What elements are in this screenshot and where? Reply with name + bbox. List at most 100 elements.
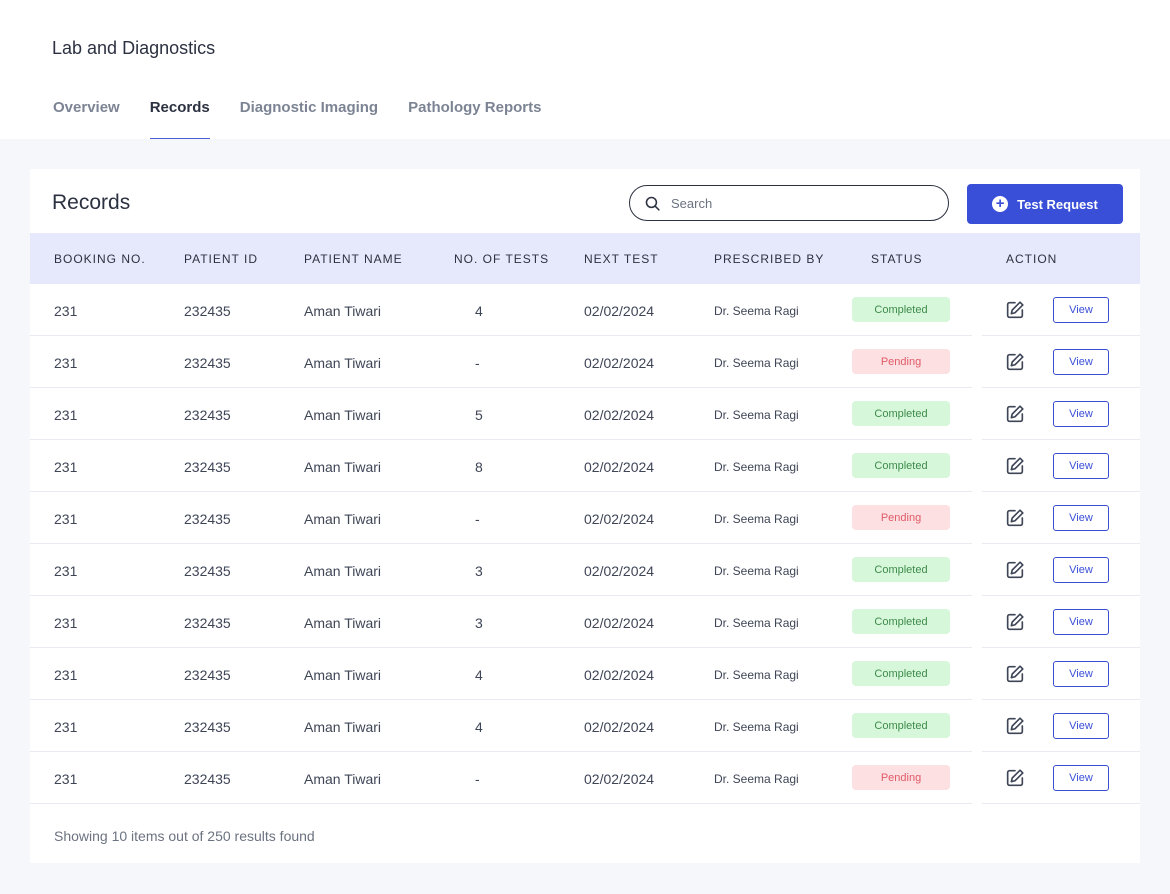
next-test-date: 02/02/2024 bbox=[584, 303, 655, 319]
records-title: Records bbox=[52, 191, 131, 214]
prescribed-by: Dr. Seema Ragi bbox=[714, 408, 799, 422]
prescribed-by: Dr. Seema Ragi bbox=[714, 512, 799, 526]
prescribed-by: Dr. Seema Ragi bbox=[714, 616, 799, 630]
patient-id: 232435 bbox=[184, 563, 231, 579]
edit-icon[interactable] bbox=[1004, 507, 1026, 529]
next-test-date: 02/02/2024 bbox=[584, 511, 655, 527]
table-row: 231 232435 Aman Tiwari 5 02/02/2024 Dr. Seema… bbox=[30, 388, 1140, 440]
search-box[interactable] bbox=[629, 185, 949, 221]
view-button[interactable]: View bbox=[1053, 557, 1109, 583]
tab-overview[interactable]: Overview bbox=[53, 99, 120, 116]
results-summary: Showing 10 items out of 250 results foun… bbox=[54, 828, 315, 844]
view-button[interactable]: View bbox=[1053, 661, 1109, 687]
status-badge: Completed bbox=[852, 713, 950, 738]
col-patient-name: PATIENT NAME bbox=[304, 252, 403, 266]
booking-no: 231 bbox=[54, 563, 78, 579]
table-row: 231 232435 Aman Tiwari 3 02/02/2024 Dr. Seema… bbox=[30, 596, 1140, 648]
patient-id: 232435 bbox=[184, 719, 231, 735]
patient-name: Aman Tiwari bbox=[304, 303, 382, 319]
table-row: 231 232435 Aman Tiwari - 02/02/2024 Dr. Seema… bbox=[30, 492, 1140, 544]
prescribed-by: Dr. Seema Ragi bbox=[714, 772, 799, 786]
patient-id: 232435 bbox=[184, 667, 231, 683]
no-of-tests: 3 bbox=[475, 615, 483, 631]
records-card: Records + Test Request BOOKING NO. PATIE… bbox=[30, 169, 1140, 863]
col-prescribed-by: PRESCRIBED BY bbox=[714, 252, 825, 266]
status-badge: Pending bbox=[852, 349, 950, 374]
col-booking-no: BOOKING NO. bbox=[54, 252, 146, 266]
edit-icon[interactable] bbox=[1004, 455, 1026, 477]
patient-name: Aman Tiwari bbox=[304, 615, 382, 631]
status-badge: Completed bbox=[852, 401, 950, 426]
edit-icon[interactable] bbox=[1004, 299, 1026, 321]
search-input[interactable] bbox=[671, 195, 911, 211]
patient-name: Aman Tiwari bbox=[304, 407, 382, 423]
patient-name: Aman Tiwari bbox=[304, 771, 382, 787]
top-header: Lab and Diagnostics Overview Records Dia… bbox=[0, 0, 1170, 139]
patient-id: 232435 bbox=[184, 771, 231, 787]
booking-no: 231 bbox=[54, 771, 78, 787]
tab-records[interactable]: Records bbox=[149, 99, 210, 139]
tab-bar: Overview Records Diagnostic Imaging Path… bbox=[53, 99, 571, 139]
patient-name: Aman Tiwari bbox=[304, 459, 382, 475]
no-of-tests: - bbox=[475, 355, 480, 371]
next-test-date: 02/02/2024 bbox=[584, 771, 655, 787]
col-patient-id: PATIENT ID bbox=[184, 252, 259, 266]
booking-no: 231 bbox=[54, 511, 78, 527]
tab-pathology-reports[interactable]: Pathology Reports bbox=[408, 99, 542, 116]
view-button[interactable]: View bbox=[1053, 765, 1109, 791]
table-row: 231 232435 Aman Tiwari - 02/02/2024 Dr. Seema… bbox=[30, 336, 1140, 388]
no-of-tests: 4 bbox=[475, 719, 483, 735]
table-row: 231 232435 Aman Tiwari - 02/02/2024 Dr. Seema… bbox=[30, 752, 1140, 804]
table-row: 231 232435 Aman Tiwari 4 02/02/2024 Dr. Seema… bbox=[30, 648, 1140, 700]
status-badge: Completed bbox=[852, 453, 950, 478]
edit-icon[interactable] bbox=[1004, 663, 1026, 685]
view-button[interactable]: View bbox=[1053, 713, 1109, 739]
table-header: BOOKING NO. PATIENT ID PATIENT NAME NO. … bbox=[30, 233, 1140, 284]
test-request-label: Test Request bbox=[1017, 196, 1098, 212]
table-body: 231 232435 Aman Tiwari 4 02/02/2024 Dr. Seema… bbox=[30, 284, 1140, 804]
booking-no: 231 bbox=[54, 615, 78, 631]
edit-icon[interactable] bbox=[1004, 715, 1026, 737]
status-badge: Completed bbox=[852, 661, 950, 686]
next-test-date: 02/02/2024 bbox=[584, 667, 655, 683]
tab-diagnostic-imaging[interactable]: Diagnostic Imaging bbox=[239, 99, 379, 116]
no-of-tests: 3 bbox=[475, 563, 483, 579]
prescribed-by: Dr. Seema Ragi bbox=[714, 356, 799, 370]
view-button[interactable]: View bbox=[1053, 349, 1109, 375]
patient-name: Aman Tiwari bbox=[304, 355, 382, 371]
patient-name: Aman Tiwari bbox=[304, 719, 382, 735]
no-of-tests: 4 bbox=[475, 303, 483, 319]
edit-icon[interactable] bbox=[1004, 403, 1026, 425]
status-badge: Pending bbox=[852, 765, 950, 790]
no-of-tests: 5 bbox=[475, 407, 483, 423]
patient-id: 232435 bbox=[184, 355, 231, 371]
view-button[interactable]: View bbox=[1053, 453, 1109, 479]
edit-icon[interactable] bbox=[1004, 611, 1026, 633]
search-icon bbox=[645, 196, 660, 211]
no-of-tests: - bbox=[475, 771, 480, 787]
table-row: 231 232435 Aman Tiwari 8 02/02/2024 Dr. Seema… bbox=[30, 440, 1140, 492]
next-test-date: 02/02/2024 bbox=[584, 563, 655, 579]
view-button[interactable]: View bbox=[1053, 609, 1109, 635]
patient-name: Aman Tiwari bbox=[304, 563, 382, 579]
table-row: 231 232435 Aman Tiwari 4 02/02/2024 Dr. Seema… bbox=[30, 284, 1140, 336]
no-of-tests: - bbox=[475, 511, 480, 527]
col-next-test: NEXT TEST bbox=[584, 252, 659, 266]
test-request-button[interactable]: + Test Request bbox=[967, 184, 1123, 224]
view-button[interactable]: View bbox=[1053, 297, 1109, 323]
edit-icon[interactable] bbox=[1004, 767, 1026, 789]
col-no-of-tests: NO. OF TESTS bbox=[454, 252, 550, 266]
booking-no: 231 bbox=[54, 407, 78, 423]
prescribed-by: Dr. Seema Ragi bbox=[714, 304, 799, 318]
patient-id: 232435 bbox=[184, 615, 231, 631]
view-button[interactable]: View bbox=[1053, 505, 1109, 531]
edit-icon[interactable] bbox=[1004, 351, 1026, 373]
patient-id: 232435 bbox=[184, 459, 231, 475]
edit-icon[interactable] bbox=[1004, 559, 1026, 581]
col-status: STATUS bbox=[871, 252, 923, 266]
status-badge: Completed bbox=[852, 557, 950, 582]
plus-circle-icon: + bbox=[992, 196, 1009, 212]
next-test-date: 02/02/2024 bbox=[584, 615, 655, 631]
col-action: ACTION bbox=[1006, 252, 1058, 266]
view-button[interactable]: View bbox=[1053, 401, 1109, 427]
